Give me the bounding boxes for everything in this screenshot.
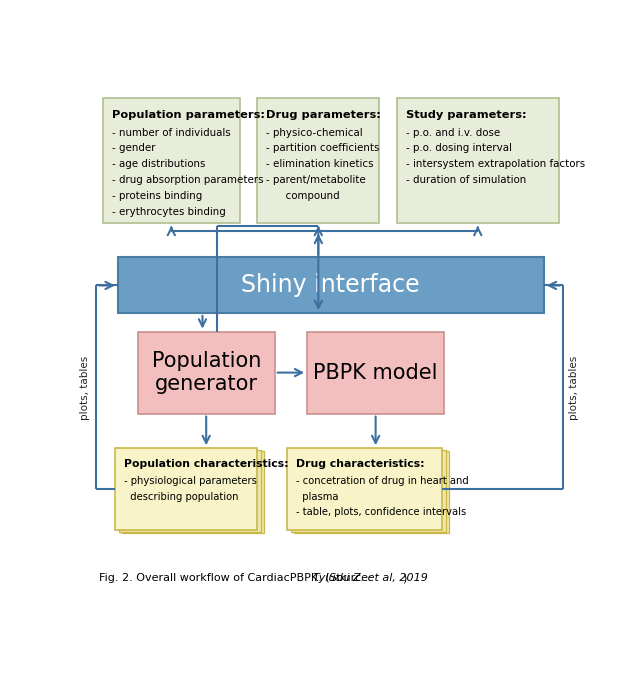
FancyBboxPatch shape [291,450,446,532]
FancyBboxPatch shape [138,332,275,413]
FancyBboxPatch shape [119,450,261,532]
Text: - p.o. dosing interval: - p.o. dosing interval [406,144,512,153]
Text: - drug absorption parameters: - drug absorption parameters [112,175,263,185]
FancyBboxPatch shape [257,98,379,223]
FancyBboxPatch shape [287,448,442,530]
Text: - proteins binding: - proteins binding [112,191,202,201]
Text: - table, plots, confidence intervals: - table, plots, confidence intervals [296,508,466,517]
Text: plasma: plasma [296,491,339,502]
Text: Drug characteristics:: Drug characteristics: [296,459,425,469]
Text: - parent/metabolite: - parent/metabolite [266,175,366,185]
Text: Drug parameters:: Drug parameters: [266,110,381,120]
Text: - elimination kinetics: - elimination kinetics [266,160,374,169]
Text: - age distributions: - age distributions [112,160,205,169]
FancyBboxPatch shape [307,332,444,413]
Text: - physico-chemical: - physico-chemical [266,127,363,138]
Text: Fig. 2. Overall workflow of CardiacPBPK. (Source:: Fig. 2. Overall workflow of CardiacPBPK.… [99,573,376,583]
Text: - p.o. and i.v. dose: - p.o. and i.v. dose [406,127,500,138]
Text: Shiny interface: Shiny interface [242,273,420,297]
Text: Population parameters:: Population parameters: [112,110,265,120]
Text: ): ) [403,573,407,583]
Text: - intersystem extrapolation factors: - intersystem extrapolation factors [406,160,585,169]
Text: describing population: describing population [124,491,239,502]
Text: - physiological parameters: - physiological parameters [124,475,257,486]
Text: Study parameters:: Study parameters: [406,110,527,120]
FancyBboxPatch shape [103,98,240,223]
FancyBboxPatch shape [115,448,257,530]
FancyBboxPatch shape [118,257,544,313]
Text: Population
generator: Population generator [152,351,261,394]
Text: PBPK model: PBPK model [313,363,438,383]
Text: Population characteristics:: Population characteristics: [124,459,289,469]
FancyBboxPatch shape [122,451,264,533]
FancyBboxPatch shape [397,98,559,223]
Text: - erythrocytes binding: - erythrocytes binding [112,207,226,217]
Text: - number of individuals: - number of individuals [112,127,230,138]
Text: - duration of simulation: - duration of simulation [406,175,526,185]
Text: Tylutki Z. et al, 2019: Tylutki Z. et al, 2019 [313,573,428,583]
Text: - concetration of drug in heart and: - concetration of drug in heart and [296,475,469,486]
Text: plots, tables: plots, tables [568,355,579,420]
Text: plots, tables: plots, tables [80,355,91,420]
Text: - partition coefficients: - partition coefficients [266,144,379,153]
Text: compound: compound [266,191,340,201]
Text: - gender: - gender [112,144,155,153]
FancyBboxPatch shape [294,451,449,533]
